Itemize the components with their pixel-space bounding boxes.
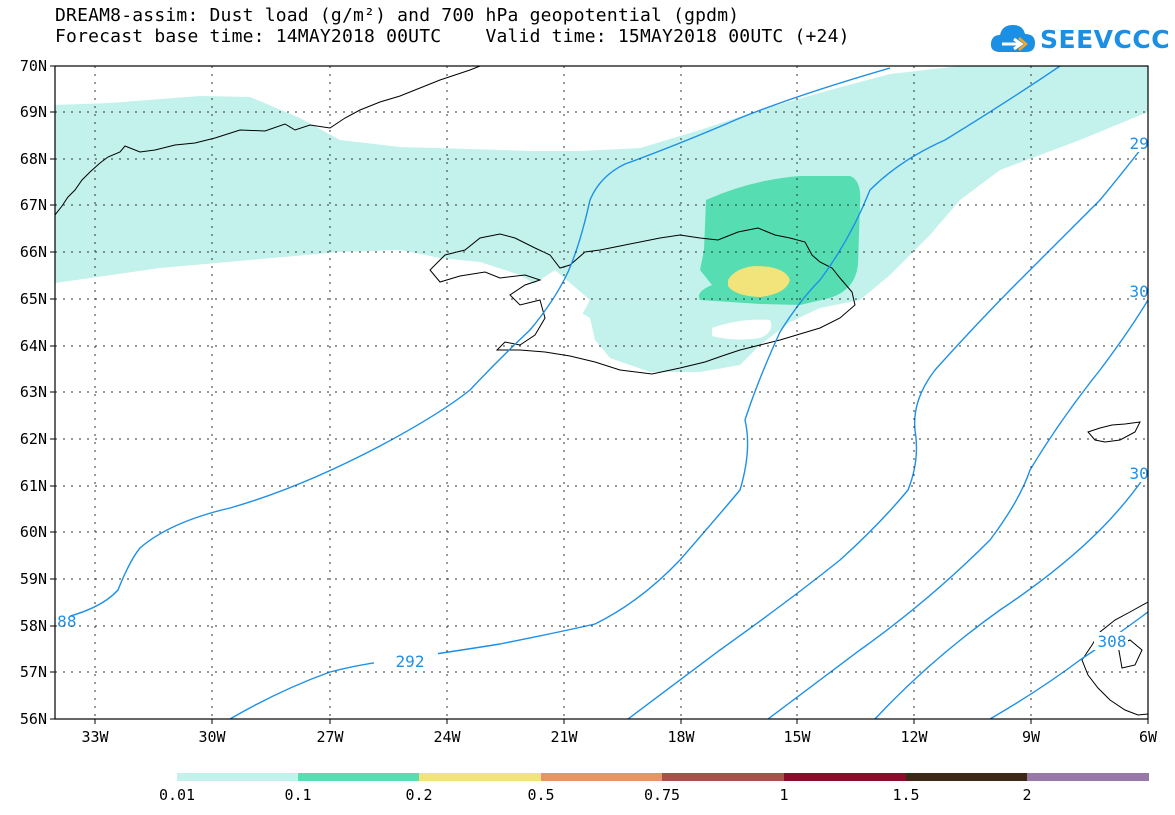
contour-label-304: 304: [1130, 464, 1159, 483]
lon-label: 30W: [198, 728, 226, 746]
lat-label: 60N: [20, 523, 47, 541]
logo-text: SEEVCCC: [1040, 24, 1171, 54]
lat-label: 66N: [20, 243, 47, 261]
lat-label: 68N: [20, 150, 47, 168]
colorbar-label: 1.5: [892, 786, 920, 804]
colorbar-label: 0.1: [284, 786, 312, 804]
lon-label: 15W: [783, 728, 811, 746]
contour-304: [874, 471, 1148, 719]
contour-label-296: 296: [1130, 134, 1159, 153]
colorbar-segment: [1027, 773, 1149, 781]
colorbar-label: 0.75: [643, 786, 681, 804]
lat-label: 57N: [20, 663, 47, 681]
colorbar-label: 0.2: [405, 786, 433, 804]
geopotential-contours: [55, 66, 1148, 719]
seevccc-logo: SEEVCCC: [990, 20, 1170, 58]
colorbar-label: 1: [779, 786, 789, 804]
lon-label: 12W: [900, 728, 928, 746]
lat-label: 67N: [20, 196, 47, 214]
contour-label-288: 288: [48, 612, 77, 631]
lat-label: 59N: [20, 570, 47, 588]
lon-label: 9W: [1022, 728, 1041, 746]
colorbar-segment: [662, 773, 784, 781]
cloud-icon: [990, 25, 1035, 52]
colorbar-segment: [177, 773, 298, 781]
colorbar-segment: [298, 773, 419, 781]
dust-area-001: [55, 66, 1148, 372]
colorbar-segment: [784, 773, 906, 781]
gridlines: [55, 66, 1148, 719]
lat-label: 61N: [20, 477, 47, 495]
contour-300: [767, 299, 1148, 719]
scotland-coast: [1081, 601, 1148, 716]
lat-label: 62N: [20, 430, 47, 448]
lat-label: 70N: [20, 57, 47, 75]
contour-label-300: 300: [1130, 282, 1159, 301]
map-title: DREAM8-assim: Dust load (g/m²) and 700 h…: [55, 5, 740, 26]
colorbar-label: 2: [1022, 786, 1032, 804]
colorbar-segment: [419, 773, 541, 781]
contour-308: [989, 611, 1148, 719]
lon-label: 6W: [1139, 728, 1158, 746]
colorbar-label: 0.5: [527, 786, 555, 804]
lat-label: 69N: [20, 103, 47, 121]
faroe-islands: [1087, 421, 1141, 443]
lat-label: 63N: [20, 383, 47, 401]
lat-label: 64N: [20, 337, 47, 355]
colorbar-segment: [541, 773, 662, 781]
lat-label: 58N: [20, 617, 47, 635]
lon-label: 24W: [433, 728, 461, 746]
lat-label: 65N: [20, 290, 47, 308]
dust-area-02: [728, 266, 790, 297]
lon-label: 18W: [667, 728, 695, 746]
lat-label: 56N: [20, 710, 47, 728]
map-subtitle: Forecast base time: 14MAY2018 00UTC Vali…: [55, 26, 850, 47]
contour-label-308: 308: [1098, 632, 1127, 651]
lon-label: 33W: [81, 728, 109, 746]
colorbar-label: 0.01: [158, 786, 196, 804]
greenland-coast: [55, 66, 481, 216]
lon-label: 21W: [550, 728, 578, 746]
contour-label-292: 292: [396, 652, 425, 671]
contour-296: [627, 139, 1148, 719]
colorbar-segment: [906, 773, 1027, 781]
contour-288: [55, 67, 891, 621]
lon-label: 27W: [316, 728, 344, 746]
iceland-coast: [429, 227, 856, 375]
